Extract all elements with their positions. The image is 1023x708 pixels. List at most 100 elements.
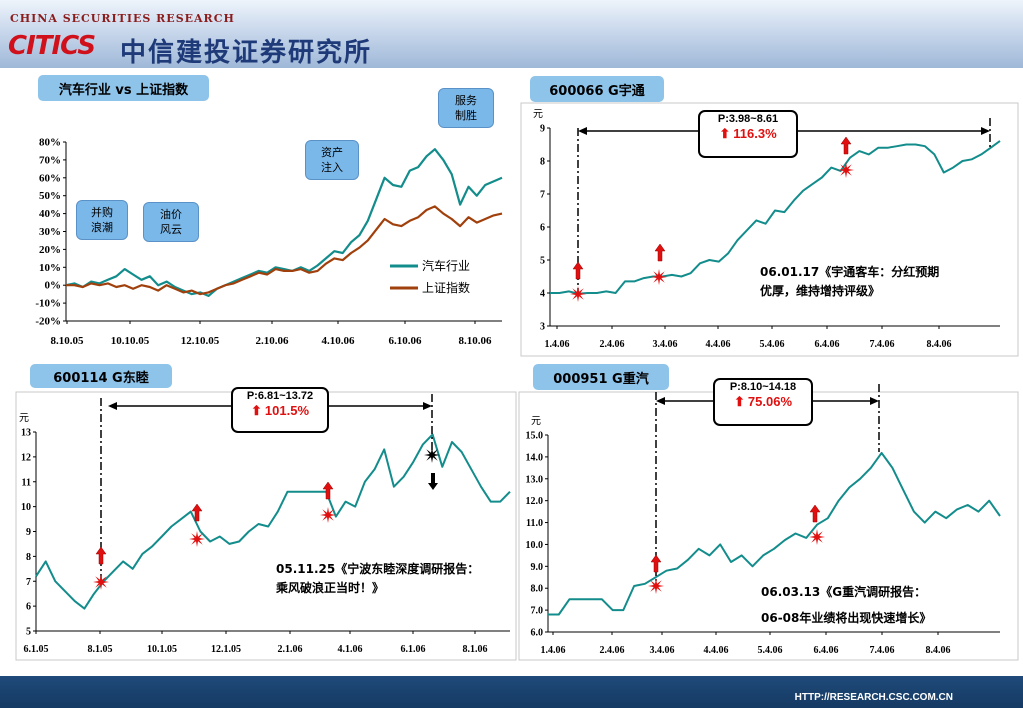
bubble-text: 浪潮 (91, 221, 113, 234)
report-note-yutong: 06.01.17《宇通客车：分红预期 优厚，维持增持评级》 (760, 263, 939, 301)
y-tick-label: 7 (540, 190, 545, 201)
footer-url: HTTP://RESEARCH.CSC.COM.CN (794, 692, 953, 703)
y-unit-label: 元 (19, 413, 29, 424)
panel-title-industry: 汽车行业 vs 上证指数 (38, 75, 209, 101)
y-tick-label: 6 (540, 223, 545, 234)
y-tick-label: 9.0 (531, 562, 544, 573)
down-arrow-marker (428, 473, 438, 490)
range-arrow-head-left (108, 402, 117, 410)
y-tick-label: 0% (45, 280, 62, 292)
bubble-text: 并购 (91, 206, 113, 219)
y-tick-label: 11.0 (526, 518, 543, 529)
x-tick-label: 12.1.05 (211, 644, 241, 655)
x-tick-label: 10.1.05 (147, 644, 177, 655)
y-tick-label: 60% (39, 172, 61, 184)
bubble-text: 制胜 (455, 109, 477, 122)
bubble-text: 风云 (160, 223, 182, 236)
bubble-text: 服务 (455, 94, 477, 107)
brand-chinese: 中信建投证券研究所 (120, 38, 373, 68)
up-arrow-marker (840, 136, 852, 155)
x-tick-label: 6.1.06 (401, 644, 426, 655)
brand-english: CHINA SECURITIES RESEARCH (10, 12, 235, 25)
y-tick-label: 8 (26, 552, 31, 563)
y-tick-label: 7 (26, 577, 31, 588)
x-tick-label: 7.4.06 (870, 339, 895, 350)
note-line: 05.11.25《宁波东睦深度调研报告： (276, 562, 480, 576)
header-bar: CHINA SECURITIES RESEARCH CITICS 中信建投证券研… (0, 0, 1023, 68)
gain-percent: 101.5% (233, 403, 327, 418)
x-tick-label: 8.1.05 (88, 644, 113, 655)
y-tick-label: 13 (21, 428, 31, 439)
note-line: 06.03.13《G重汽调研报告： (761, 585, 927, 599)
event-star-marker (320, 507, 336, 523)
x-tick-label: 2.10.06 (256, 335, 290, 347)
event-star-marker (189, 531, 205, 547)
y-tick-label: -20% (35, 316, 61, 328)
series-line-1 (65, 148, 503, 297)
range-arrow-head-right (423, 402, 432, 410)
x-tick-label: 4.4.06 (706, 339, 731, 350)
bubble-text: 油价 (160, 208, 182, 221)
y-unit-label: 元 (533, 109, 543, 120)
y-tick-label: 8 (540, 157, 545, 168)
up-arrow-marker (95, 546, 107, 565)
y-tick-label: 8.0 (531, 584, 544, 595)
event-star-marker (648, 578, 664, 594)
series-line-2 (66, 205, 503, 296)
up-arrow-marker (654, 243, 666, 262)
footer-bar: HTTP://RESEARCH.CSC.COM.CN (0, 676, 1023, 708)
brand-logo: CITICS (8, 31, 96, 61)
x-tick-label: 8.10.06 (459, 335, 493, 347)
y-tick-label: 7.0 (531, 606, 544, 617)
event-star-marker (809, 529, 825, 545)
x-tick-label: 12.10.05 (181, 335, 220, 347)
y-tick-label: 40% (39, 208, 61, 220)
range-arrow-head-left (578, 127, 587, 135)
y-tick-label: 13.0 (526, 474, 544, 485)
x-tick-label: 2.1.06 (278, 644, 303, 655)
y-tick-label: 5 (540, 256, 545, 267)
price-range-box-yutong: P:3.98~8.61 116.3% (698, 110, 798, 158)
series-line-1 (35, 433, 511, 610)
x-tick-label: 3.4.06 (653, 339, 678, 350)
x-tick-label: 6.4.06 (815, 339, 840, 350)
report-note-dongmu: 05.11.25《宁波东睦深度调研报告： 乘风破浪正当时！》 (276, 560, 479, 598)
event-star-marker (838, 162, 854, 178)
y-tick-label: 10 (21, 502, 31, 513)
legend-label: 汽车行业 (422, 258, 470, 273)
x-tick-label: 10.10.05 (111, 335, 150, 347)
note-line: 06.01.17《宇通客车：分红预期 (760, 265, 940, 279)
panel-title-dongmu: 600114 G东睦 (30, 364, 172, 388)
price-range: P:3.98~8.61 (717, 113, 779, 125)
price-range: P:6.81~13.72 (246, 390, 314, 402)
y-tick-label: 9 (26, 527, 31, 538)
price-range-box-zhongqi: P:8.10~14.18 75.06% (713, 378, 813, 426)
x-tick-label: 2.4.06 (600, 645, 625, 656)
event-star-marker (93, 574, 109, 590)
up-arrow-marker (650, 554, 662, 573)
y-tick-label: 11 (22, 477, 31, 488)
range-arrow-head-right (870, 397, 879, 405)
price-range-box-dongmu: P:6.81~13.72 101.5% (231, 387, 329, 433)
series-line-1 (550, 140, 1001, 295)
panel-title-yutong: 600066 G宇通 (530, 76, 664, 102)
x-tick-label: 5.4.06 (760, 339, 785, 350)
y-tick-label: 12 (21, 452, 31, 463)
panel-title-zhongqi: 000951 G重汽 (533, 364, 669, 390)
gain-percent: 75.06% (715, 394, 811, 409)
panel-frame (520, 102, 1019, 357)
range-arrow-head-right (981, 127, 990, 135)
x-tick-label: 3.4.06 (650, 645, 675, 656)
y-tick-label: 15.0 (526, 431, 544, 442)
x-tick-label: 4.4.06 (704, 645, 729, 656)
y-tick-label: 6.0 (531, 628, 544, 639)
up-arrow-marker (572, 261, 584, 280)
up-arrow-marker (322, 481, 334, 500)
x-tick-label: 7.4.06 (870, 645, 895, 656)
x-tick-label: 8.4.06 (926, 645, 951, 656)
note-line: 优厚，维持增持评级》 (760, 284, 881, 298)
up-arrow-marker (191, 503, 203, 522)
y-tick-label: 80% (39, 137, 61, 149)
y-tick-label: 12.0 (526, 496, 544, 507)
y-tick-label: 10.0 (526, 540, 544, 551)
